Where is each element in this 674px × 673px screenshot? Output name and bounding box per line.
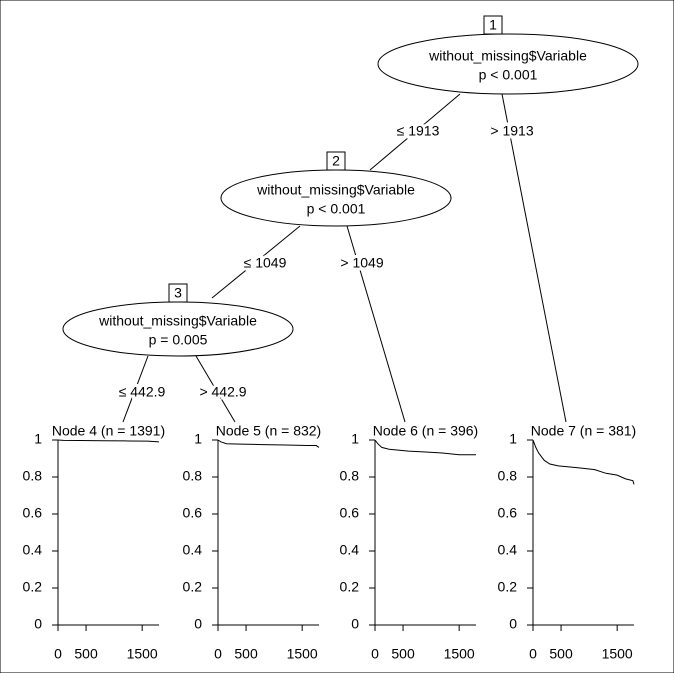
node-ellipse	[220, 169, 452, 227]
y-tick-label: 0.8	[340, 468, 360, 484]
survival-curve	[217, 439, 320, 448]
x-tick-label: 1500	[444, 646, 475, 662]
y-tick-label: 1	[509, 431, 517, 447]
y-tick-label: 0	[194, 616, 202, 632]
x-tick-label: 500	[234, 646, 258, 662]
y-tick-label: 0.4	[340, 542, 360, 558]
x-tick-label: 1500	[127, 646, 158, 662]
edge-label: > 1913	[490, 123, 533, 139]
panel-title: Node 4 (n = 1391)	[52, 423, 165, 439]
node-pvalue: p = 0.005	[149, 332, 208, 348]
y-tick-label: 0.2	[340, 579, 360, 595]
edge-label: > 1049	[340, 255, 383, 271]
node-variable: without_missing$Variable	[98, 313, 257, 329]
edge	[195, 355, 236, 423]
y-tick-label: 0.8	[498, 468, 518, 484]
y-tick-label: 0.6	[340, 505, 360, 521]
edge-label: ≤ 1049	[244, 255, 287, 271]
x-tick-label: 0	[54, 646, 62, 662]
node-pvalue: p < 0.001	[479, 67, 538, 83]
panel-title: Node 7 (n = 381)	[531, 423, 636, 439]
y-tick-label: 0	[34, 616, 42, 632]
x-tick-label: 1500	[602, 646, 633, 662]
x-tick-label: 0	[529, 646, 537, 662]
node-ellipse	[62, 301, 294, 357]
y-tick-label: 0.8	[183, 468, 203, 484]
node-id: 3	[174, 285, 182, 301]
edge	[501, 93, 567, 423]
y-tick-label: 0.4	[23, 542, 43, 558]
x-tick-label: 0	[371, 646, 379, 662]
node-id-box	[168, 283, 188, 303]
edge-label: ≤ 442.9	[119, 384, 166, 400]
y-tick-label: 1	[351, 431, 359, 447]
y-tick-label: 1	[194, 431, 202, 447]
survival-curve	[57, 439, 160, 443]
node-id: 2	[332, 153, 340, 169]
node-pvalue: p < 0.001	[307, 201, 366, 217]
y-tick-label: 0.8	[23, 468, 43, 484]
edge	[346, 225, 406, 423]
y-tick-label: 0.6	[23, 505, 43, 521]
x-tick-label: 500	[391, 646, 415, 662]
edge	[369, 93, 461, 171]
y-tick-label: 0.4	[498, 542, 518, 558]
node-id-box	[483, 15, 503, 35]
x-tick-label: 1500	[287, 646, 318, 662]
x-tick-label: 0	[214, 646, 222, 662]
y-tick-label: 0	[351, 616, 359, 632]
y-tick-label: 0.2	[183, 579, 203, 595]
edge-label: ≤ 1913	[397, 123, 440, 139]
y-tick-label: 0.6	[183, 505, 203, 521]
x-tick-label: 500	[74, 646, 98, 662]
node-id: 1	[489, 17, 497, 33]
edge	[211, 225, 301, 299]
y-tick-label: 1	[34, 431, 42, 447]
edge-label: > 442.9	[199, 384, 246, 400]
survival-curve	[532, 439, 635, 485]
panel-title: Node 5 (n = 832)	[216, 423, 321, 439]
panel-title: Node 6 (n = 396)	[373, 423, 478, 439]
x-tick-label: 500	[549, 646, 573, 662]
node-ellipse	[377, 33, 639, 95]
edge	[122, 355, 149, 423]
node-id-box	[326, 151, 346, 171]
y-tick-label: 0	[509, 616, 517, 632]
y-tick-label: 0.6	[498, 505, 518, 521]
node-variable: without_missing$Variable	[256, 182, 415, 198]
y-tick-label: 0.2	[498, 579, 518, 595]
y-tick-label: 0.4	[183, 542, 203, 558]
node-variable: without_missing$Variable	[428, 48, 587, 64]
y-tick-label: 0.2	[23, 579, 43, 595]
survival-curve	[374, 439, 476, 456]
